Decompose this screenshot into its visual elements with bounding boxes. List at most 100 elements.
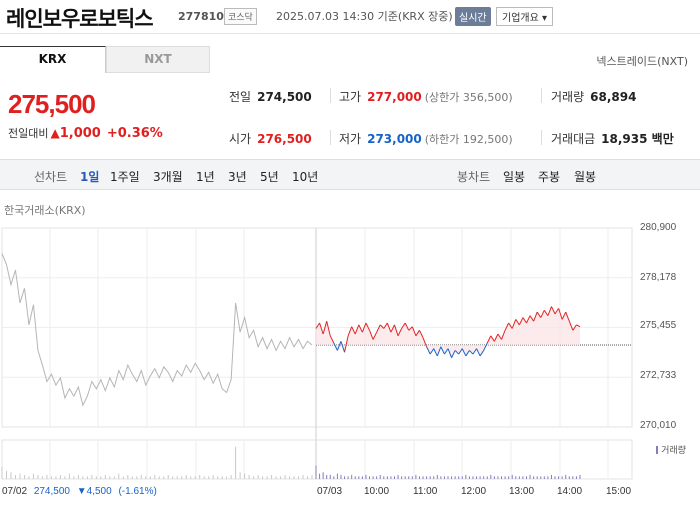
candle-weekly[interactable]: 주봉 — [538, 170, 561, 184]
price-segment — [483, 342, 488, 351]
company-overview-button[interactable]: 기업개요 ▾ — [496, 7, 553, 26]
price-segment — [551, 306, 556, 315]
price-segment — [529, 315, 535, 322]
price-segment — [322, 321, 328, 335]
price-segment — [319, 322, 324, 335]
stat-open-value: 276,500 — [257, 132, 312, 146]
price-segment — [358, 324, 363, 333]
period-1w[interactable]: 1주일 — [110, 170, 140, 184]
prev-day-line — [1, 253, 313, 407]
chart-period-bar: 선차트 1일 1주일 3개월 1년 3년 5년 10년 봉차트 일봉 주봉 월봉 — [0, 159, 700, 190]
stat-prev-label: 전일 — [229, 90, 252, 104]
nextrade-link[interactable]: 넥스트레이드(NXT) — [596, 55, 688, 68]
price-segment — [411, 326, 417, 336]
y-tick-label: 270,010 — [640, 420, 677, 431]
x-tick-label: 15:00 — [606, 486, 632, 497]
stat-open: 시가 276,500 — [229, 130, 312, 147]
prev-day-change: ▼4,500 — [76, 486, 112, 497]
x-tick-label: 07/03 — [317, 486, 343, 497]
prev-day-date: 07/02 — [2, 486, 28, 497]
price-segment — [447, 348, 453, 358]
tab-nxt[interactable]: NXT — [106, 46, 210, 73]
price-segment — [497, 333, 502, 340]
period-3y[interactable]: 3년 — [228, 170, 247, 184]
stat-volume-label: 거래량 — [551, 90, 585, 104]
volume-border — [1, 439, 633, 480]
price-segment — [508, 322, 513, 329]
price-segment — [390, 324, 395, 333]
line-chart-label: 선차트 — [34, 170, 68, 184]
price-segment — [536, 311, 542, 318]
price-segment — [386, 322, 392, 333]
price-segment — [526, 315, 531, 324]
price-segment — [444, 348, 449, 355]
price-segment — [336, 341, 342, 351]
price-segment — [511, 319, 517, 329]
up-arrow-icon: ▲ — [50, 126, 60, 140]
price-segment — [501, 330, 506, 340]
price-segment — [440, 346, 445, 355]
price-segment — [572, 324, 577, 331]
price-segment — [554, 308, 560, 315]
change-label: 전일대비 — [8, 127, 49, 140]
divider — [541, 88, 542, 103]
price-segment — [543, 309, 549, 316]
prev-day-change-pct: (-1.61%) — [118, 486, 157, 497]
price-segment — [515, 319, 520, 326]
price-segment — [465, 350, 470, 357]
price-segment — [451, 350, 456, 358]
price-segment — [458, 348, 463, 355]
stat-amount-value: 18,935 백만 — [601, 132, 674, 146]
price-segment — [315, 322, 320, 329]
price-segment — [461, 348, 467, 357]
x-tick-label: 14:00 — [557, 486, 583, 497]
y-tick-label: 275,455 — [640, 320, 677, 331]
candle-daily[interactable]: 일봉 — [503, 170, 526, 184]
tab-krx[interactable]: KRX — [0, 46, 106, 73]
period-10y[interactable]: 10년 — [292, 170, 319, 184]
price-segment — [518, 317, 524, 326]
price-segment — [522, 317, 527, 324]
price-segment — [454, 350, 460, 355]
period-1y[interactable]: 1년 — [196, 170, 215, 184]
period-1d[interactable]: 1일 — [80, 170, 100, 184]
price-segment — [469, 350, 474, 355]
stat-volume: 거래량 68,894 — [551, 88, 636, 105]
stat-high-value: 277,000 — [367, 90, 422, 104]
price-segment — [540, 310, 545, 318]
volume-legend-swatch — [656, 446, 659, 454]
x-tick-label: 13:00 — [509, 486, 535, 497]
lower-limit: (하한가 192,500) — [424, 133, 513, 146]
price-segment — [404, 322, 410, 331]
price-segment — [426, 346, 431, 355]
stat-prev: 전일 274,500 — [229, 88, 312, 105]
period-3m[interactable]: 3개월 — [153, 170, 183, 184]
price-change: 전일대비 ▲1,000 +0.36% — [8, 125, 163, 141]
datetime-label: 2025.07.03 14:30 기준(KRX 장중) — [276, 10, 453, 23]
price-segment — [429, 348, 435, 355]
stat-amount-label: 거래대금 — [551, 132, 596, 146]
prev-day-summary: 07/02 274,500 ▼4,500 (-1.61%) — [2, 486, 157, 497]
price-segment — [486, 335, 492, 344]
stat-amount: 거래대금 18,935 백만 — [551, 130, 674, 147]
price-segment — [372, 331, 378, 340]
price-segment — [479, 350, 485, 357]
period-5y[interactable]: 5년 — [260, 170, 279, 184]
price-segment — [397, 328, 403, 337]
price-segment — [472, 348, 477, 355]
price-segment — [490, 335, 495, 342]
change-percent: +0.36% — [106, 126, 163, 141]
candle-monthly[interactable]: 월봉 — [574, 170, 597, 184]
y-tick-label: 278,178 — [640, 272, 677, 283]
market-badge: 코스닥 — [224, 8, 257, 25]
price-segment — [436, 346, 442, 357]
stat-high-label: 고가 — [339, 90, 362, 104]
stock-code: 277810 — [178, 10, 224, 23]
price-segment — [347, 326, 353, 336]
price-segment — [408, 326, 413, 331]
price-segment — [340, 341, 346, 353]
stock-name: 레인보우로보틱스 — [6, 7, 154, 31]
price-segment — [379, 324, 385, 329]
realtime-badge[interactable]: 실시간 — [455, 7, 491, 26]
